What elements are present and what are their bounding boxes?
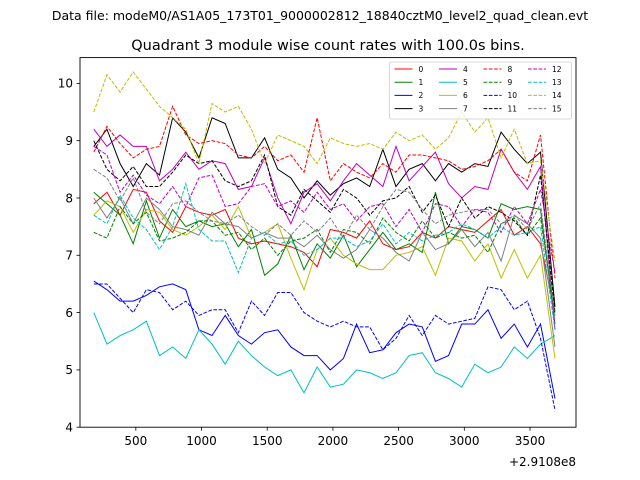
legend-label-9: 9: [508, 78, 513, 87]
legend-label-15: 15: [552, 104, 562, 113]
y-tick-label: 4: [65, 421, 73, 435]
y-tick-label: 5: [65, 363, 73, 377]
legend-label-3: 3: [419, 104, 424, 113]
series-line-3: [93, 116, 556, 307]
x-tick-label: 2000: [318, 434, 349, 448]
series-line-8: [93, 104, 556, 279]
figure-suptitle: Data file: modeM0/AS1A05_173T01_90000028…: [52, 8, 588, 23]
series-line-11: [93, 140, 556, 313]
x-tick-label: 3000: [449, 434, 480, 448]
legend-label-14: 14: [552, 91, 562, 100]
legend-label-10: 10: [508, 91, 518, 100]
series-line-5: [93, 312, 556, 394]
x-tick-label: 1500: [252, 434, 283, 448]
x-axis: 500 1000 1500 2000 2500 3000 3500: [124, 427, 545, 448]
legend-label-4: 4: [463, 65, 468, 74]
legend-label-6: 6: [463, 91, 468, 100]
axes-frame: [79, 57, 577, 428]
x-tick-label: 2500: [383, 434, 414, 448]
series-line-1: [93, 191, 556, 325]
y-tick-label: 10: [58, 77, 73, 91]
chart-title: Quadrant 3 module wise count rates with …: [131, 38, 525, 54]
series-line-15: [93, 168, 556, 319]
series-line-2: [93, 280, 556, 399]
x-offset-label: +2.9108e8: [509, 455, 576, 469]
legend-box: [389, 61, 572, 120]
y-tick-label: 8: [65, 191, 73, 205]
legend-label-12: 12: [552, 65, 562, 74]
series-line-7: [93, 196, 556, 348]
y-tick-label: 9: [65, 134, 73, 148]
x-tick-label: 1000: [186, 434, 217, 448]
series-line-12: [93, 146, 556, 273]
series-group: [93, 71, 556, 411]
legend-label-1: 1: [419, 78, 424, 87]
legend-label-0: 0: [419, 65, 424, 74]
y-tick-label: 6: [65, 306, 73, 320]
legend-label-5: 5: [463, 78, 468, 87]
series-line-6: [93, 200, 556, 359]
legend-label-7: 7: [463, 104, 468, 113]
legend-label-13: 13: [552, 78, 562, 87]
series-line-10: [93, 283, 556, 411]
legend-label-2: 2: [419, 91, 424, 100]
y-axis: 4 5 6 7 8 9 10: [58, 77, 80, 435]
x-tick-label: 3500: [515, 434, 546, 448]
legend-label-11: 11: [508, 104, 518, 113]
x-tick-label: 500: [124, 434, 147, 448]
series-line-4: [93, 128, 556, 330]
y-tick-label: 7: [65, 249, 73, 263]
series-line-14: [93, 71, 556, 262]
legend-label-8: 8: [508, 65, 513, 74]
series-line-9: [93, 205, 556, 316]
